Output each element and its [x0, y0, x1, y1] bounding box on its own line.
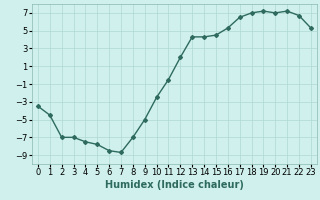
X-axis label: Humidex (Indice chaleur): Humidex (Indice chaleur): [105, 180, 244, 190]
